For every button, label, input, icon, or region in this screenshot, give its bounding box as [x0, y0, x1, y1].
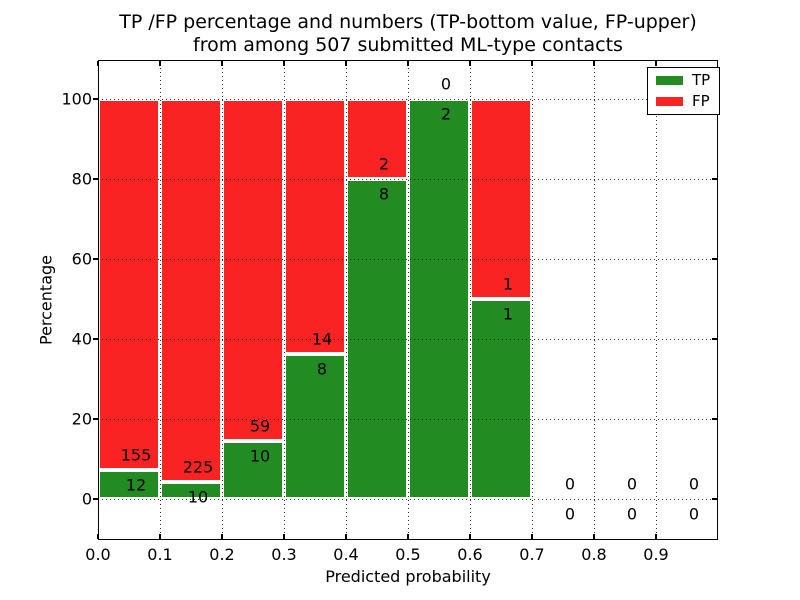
x-tick-top-0.2 — [221, 61, 223, 66]
x-tick-top-0.3 — [283, 61, 285, 66]
fp-count-0.5-0.6: 0 — [440, 74, 452, 94]
bar-segment-tp-0.2-0.3 — [222, 441, 284, 499]
bar-segment-tp-0.6-0.7 — [470, 299, 532, 499]
tp-count-0.5-0.6: 2 — [440, 104, 452, 124]
x-tick-label-0.4: 0.4 — [333, 545, 359, 564]
bar-segment-fp-0.1-0.2 — [160, 99, 222, 482]
y-tick-label-60: 60 — [71, 249, 92, 269]
fp-count-0.8-0.9: 0 — [626, 474, 638, 494]
y-tick-right-80 — [712, 178, 717, 180]
x-tick-bottom-0.4 — [345, 534, 347, 539]
bar-segment-tp-0.1-0.2 — [160, 481, 222, 499]
x-tick-top-0.8 — [593, 61, 595, 66]
x-tick-label-0.6: 0.6 — [457, 545, 483, 564]
x-tick-label-0.0: 0.0 — [85, 545, 111, 564]
tp-count-0.6-0.7: 1 — [502, 304, 514, 324]
chart-title-line2: from among 507 submitted ML-type contact… — [193, 34, 623, 56]
x-tick-label-0.1: 0.1 — [147, 545, 173, 564]
bar-segment-fp-0.3-0.4 — [284, 99, 346, 354]
y-tick-label-0: 0 — [81, 489, 92, 509]
bar-segment-fp-0.4-0.5 — [346, 99, 408, 179]
y-tick-right-60 — [712, 258, 717, 260]
y-tick-left-80 — [93, 178, 98, 180]
fp-count-0.6-0.7: 1 — [502, 274, 514, 294]
legend: TP FP — [647, 67, 721, 115]
fp-count-0.0-0.1: 155 — [120, 445, 152, 465]
y-tick-label-20: 20 — [71, 409, 92, 429]
tp-count-0.4-0.5: 8 — [378, 184, 390, 204]
tp-count-0.8-0.9: 0 — [626, 504, 638, 524]
legend-label-tp: TP — [692, 71, 711, 89]
x-tick-bottom-0.8 — [593, 534, 595, 539]
x-tick-bottom-0.7 — [531, 534, 533, 539]
y-tick-left-60 — [93, 258, 98, 260]
legend-entry-fp: FP — [656, 94, 710, 109]
x-tick-top-0.0 — [97, 61, 99, 66]
x-tick-bottom-0.2 — [221, 534, 223, 539]
chart-title: TP /FP percentage and numbers (TP-bottom… — [98, 11, 718, 57]
fp-count-0.4-0.5: 2 — [378, 154, 390, 174]
x-tick-top-0.5 — [407, 61, 409, 66]
legend-swatch-tp — [656, 76, 683, 85]
bar-segment-tp-0.5-0.6 — [408, 99, 470, 499]
legend-swatch-fp — [656, 97, 683, 106]
x-tick-label-0.9: 0.9 — [643, 545, 669, 564]
x-tick-bottom-0.3 — [283, 534, 285, 539]
x-tick-label-0.2: 0.2 — [209, 545, 235, 564]
bar-segment-tp-0.3-0.4 — [284, 353, 346, 499]
y-tick-left-20 — [93, 418, 98, 420]
x-tick-top-0.4 — [345, 61, 347, 66]
bar-segment-fp-0.0-0.1 — [98, 99, 160, 471]
x-tick-top-0.1 — [159, 61, 161, 66]
y-tick-label-40: 40 — [71, 329, 92, 349]
y-tick-left-0 — [93, 498, 98, 500]
x-tick-bottom-0.9 — [655, 534, 657, 539]
bar-segment-fp-0.2-0.3 — [222, 99, 284, 442]
tp-count-0.9-1.0: 0 — [688, 504, 700, 524]
fp-count-0.3-0.4: 14 — [311, 329, 333, 349]
tp-count-0.7-0.8: 0 — [564, 504, 576, 524]
x-tick-bottom-0.1 — [159, 534, 161, 539]
tp-count-0.3-0.4: 8 — [316, 359, 328, 379]
y-tick-label-80: 80 — [71, 169, 92, 189]
bar-segment-fp-0.6-0.7 — [470, 99, 532, 299]
y-tick-right-40 — [712, 338, 717, 340]
fp-count-0.9-1.0: 0 — [688, 474, 700, 494]
chart-title-line1: TP /FP percentage and numbers (TP-bottom… — [119, 11, 697, 33]
x-tick-bottom-0.6 — [469, 534, 471, 539]
tp-count-0.2-0.3: 10 — [249, 446, 271, 466]
bar-segment-tp-0.0-0.1 — [98, 470, 160, 499]
plot-area — [98, 60, 718, 540]
x-axis-label: Predicted probability — [325, 567, 491, 586]
y-tick-label-100: 100 — [61, 89, 92, 109]
y-tick-left-100 — [93, 98, 98, 100]
legend-entry-tp: TP — [656, 73, 710, 88]
fp-count-0.1-0.2: 225 — [182, 457, 214, 477]
y-tick-right-20 — [712, 418, 717, 420]
x-tick-top-0.7 — [531, 61, 533, 66]
fp-count-0.7-0.8: 0 — [564, 474, 576, 494]
x-tick-bottom-0.0 — [97, 534, 99, 539]
x-tick-bottom-0.5 — [407, 534, 409, 539]
tp-count-0.1-0.2: 10 — [187, 487, 209, 507]
x-tick-top-0.9 — [655, 61, 657, 66]
tp-count-0.0-0.1: 12 — [125, 475, 147, 495]
fp-count-0.2-0.3: 59 — [249, 416, 271, 436]
x-tick-label-0.7: 0.7 — [519, 545, 545, 564]
legend-label-fp: FP — [692, 92, 710, 110]
x-tick-label-0.5: 0.5 — [395, 545, 421, 564]
x-tick-top-0.6 — [469, 61, 471, 66]
y-tick-left-40 — [93, 338, 98, 340]
bar-value-labels-layer: 155 12 225 10 59 10 14 8 2 8 0 2 1 1 0 0 0 0 0 0 — [98, 60, 718, 540]
x-tick-label-0.8: 0.8 — [581, 545, 607, 564]
x-tick-label-0.3: 0.3 — [271, 545, 297, 564]
y-tick-right-0 — [712, 498, 717, 500]
